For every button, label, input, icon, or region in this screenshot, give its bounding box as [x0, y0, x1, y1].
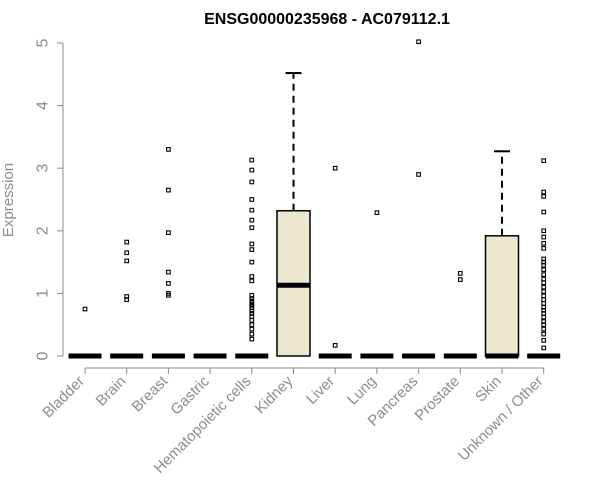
- outlier-point: [374, 210, 380, 215]
- outlier-point: [541, 194, 547, 199]
- outlier-point: [457, 277, 463, 282]
- outlier-point: [541, 319, 547, 324]
- outlier-point: [166, 291, 171, 296]
- box-0: [68, 306, 102, 359]
- outlier-point: [416, 39, 421, 45]
- outlier-point: [541, 301, 547, 306]
- outlier-point: [541, 314, 547, 320]
- x-tick-label: Kidney: [252, 372, 297, 417]
- outlier-point: [541, 245, 547, 251]
- y-tick-label: 5: [35, 38, 52, 47]
- box-8: [402, 39, 436, 359]
- box-series: [68, 39, 561, 359]
- outlier-point: [166, 147, 171, 152]
- box-10: [484, 150, 520, 359]
- y-axis-label: Expression: [0, 163, 17, 237]
- box-4: [235, 157, 269, 359]
- box-5: [276, 72, 311, 357]
- outlier-point: [457, 271, 463, 276]
- outlier-point: [541, 331, 547, 337]
- y-tick-label: 3: [35, 164, 52, 173]
- outlier-point: [249, 225, 255, 231]
- outlier-point: [541, 256, 547, 262]
- y-tick-label: 4: [35, 101, 52, 110]
- outlier-point: [332, 343, 338, 348]
- outlier-point: [541, 158, 547, 164]
- outlier-point: [249, 197, 255, 202]
- outlier-point: [249, 292, 255, 298]
- x-tick-label: Liver: [303, 373, 338, 408]
- box-2: [151, 147, 185, 359]
- outlier-point: [541, 289, 547, 294]
- outlier-point: [249, 322, 255, 328]
- y-tick-label: 0: [35, 351, 52, 360]
- outlier-point: [124, 258, 130, 264]
- outlier-point: [249, 179, 255, 185]
- outlier-point: [249, 278, 255, 284]
- x-tick-label: Bladder: [39, 373, 88, 422]
- outlier-point: [249, 157, 255, 163]
- outlier-point: [124, 294, 130, 299]
- chart-title: ENSG00000235968 - AC079112.1: [204, 11, 450, 28]
- outlier-point: [541, 304, 547, 310]
- outlier-point: [541, 209, 547, 215]
- outlier-point: [332, 165, 338, 171]
- outlier-point: [541, 284, 547, 290]
- y-axis: 0 1 2 3 4 5: [35, 38, 64, 360]
- x-tick-label: Lung: [344, 373, 380, 409]
- outlier-point: [249, 326, 255, 332]
- outlier-point: [249, 241, 255, 247]
- x-tick-label: Prostate: [412, 373, 464, 425]
- x-tick-label: Breast: [129, 372, 172, 415]
- box-1: [110, 239, 144, 359]
- box-6: [318, 165, 352, 359]
- outlier-point: [166, 230, 171, 236]
- outlier-point: [249, 207, 255, 213]
- outlier-point: [166, 281, 171, 286]
- outlier-point: [82, 306, 88, 312]
- outlier-point: [541, 234, 547, 240]
- outlier-point: [249, 302, 255, 308]
- outlier-point: [541, 189, 547, 195]
- x-tick-label: Skin: [472, 373, 505, 406]
- outlier-point: [541, 326, 547, 332]
- outlier-point: [541, 337, 547, 343]
- outlier-point: [249, 259, 255, 265]
- outlier-point: [541, 228, 547, 234]
- outlier-point: [416, 172, 421, 177]
- box-9: [443, 271, 477, 359]
- box-7: [360, 210, 394, 359]
- outlier-point: [541, 272, 547, 277]
- outlier-point: [249, 317, 255, 323]
- y-tick-label: 2: [35, 226, 52, 235]
- outlier-point: [249, 311, 255, 316]
- outlier-point: [541, 276, 547, 282]
- outlier-point: [166, 187, 171, 193]
- outlier-point: [541, 280, 547, 286]
- y-tick-label: 1: [35, 289, 52, 298]
- outlier-point: [541, 267, 547, 272]
- outlier-point: [249, 305, 255, 311]
- outlier-point: [124, 239, 130, 245]
- outlier-point: [166, 269, 171, 275]
- outlier-point: [249, 331, 255, 337]
- outlier-point: [249, 336, 255, 342]
- outlier-point: [249, 167, 255, 173]
- outlier-point: [249, 274, 255, 279]
- outlier-point: [249, 247, 255, 252]
- outlier-point: [249, 298, 255, 304]
- outlier-point: [249, 217, 255, 223]
- outlier-point: [541, 240, 547, 246]
- outlier-point: [541, 297, 547, 303]
- outlier-point: [124, 250, 130, 256]
- outlier-point: [541, 345, 547, 351]
- x-tick-label: Brain: [93, 373, 130, 410]
- box-body: [484, 235, 520, 357]
- box-11: [527, 158, 561, 359]
- outlier-point: [541, 293, 547, 299]
